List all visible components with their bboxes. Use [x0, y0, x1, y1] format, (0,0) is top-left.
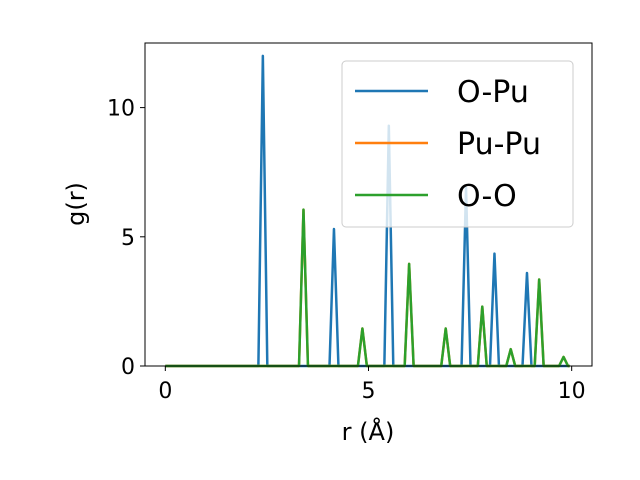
y-tick-label: 0 — [121, 355, 135, 380]
legend-entry: O-Pu — [457, 75, 529, 110]
x-tick-label: 10 — [558, 379, 586, 404]
x-axis: 0 5 10 — [158, 366, 586, 404]
x-axis-label: r (Å) — [342, 417, 395, 446]
x-tick-label: 0 — [158, 379, 172, 404]
series-line-2 — [165, 208, 570, 368]
y-tick-label: 10 — [107, 97, 135, 122]
y-axis: 0 5 10 — [107, 97, 145, 380]
y-axis-label: g(r) — [62, 182, 90, 226]
legend-entry: Pu-Pu — [457, 127, 541, 162]
y-tick-label: 5 — [121, 226, 135, 251]
legend-box — [341, 60, 574, 228]
legend-entry: O-O — [457, 179, 517, 214]
x-tick-label: 5 — [362, 379, 376, 404]
legend: O-Pu Pu-Pu O-O — [341, 60, 574, 228]
series-line-1 — [165, 208, 570, 368]
